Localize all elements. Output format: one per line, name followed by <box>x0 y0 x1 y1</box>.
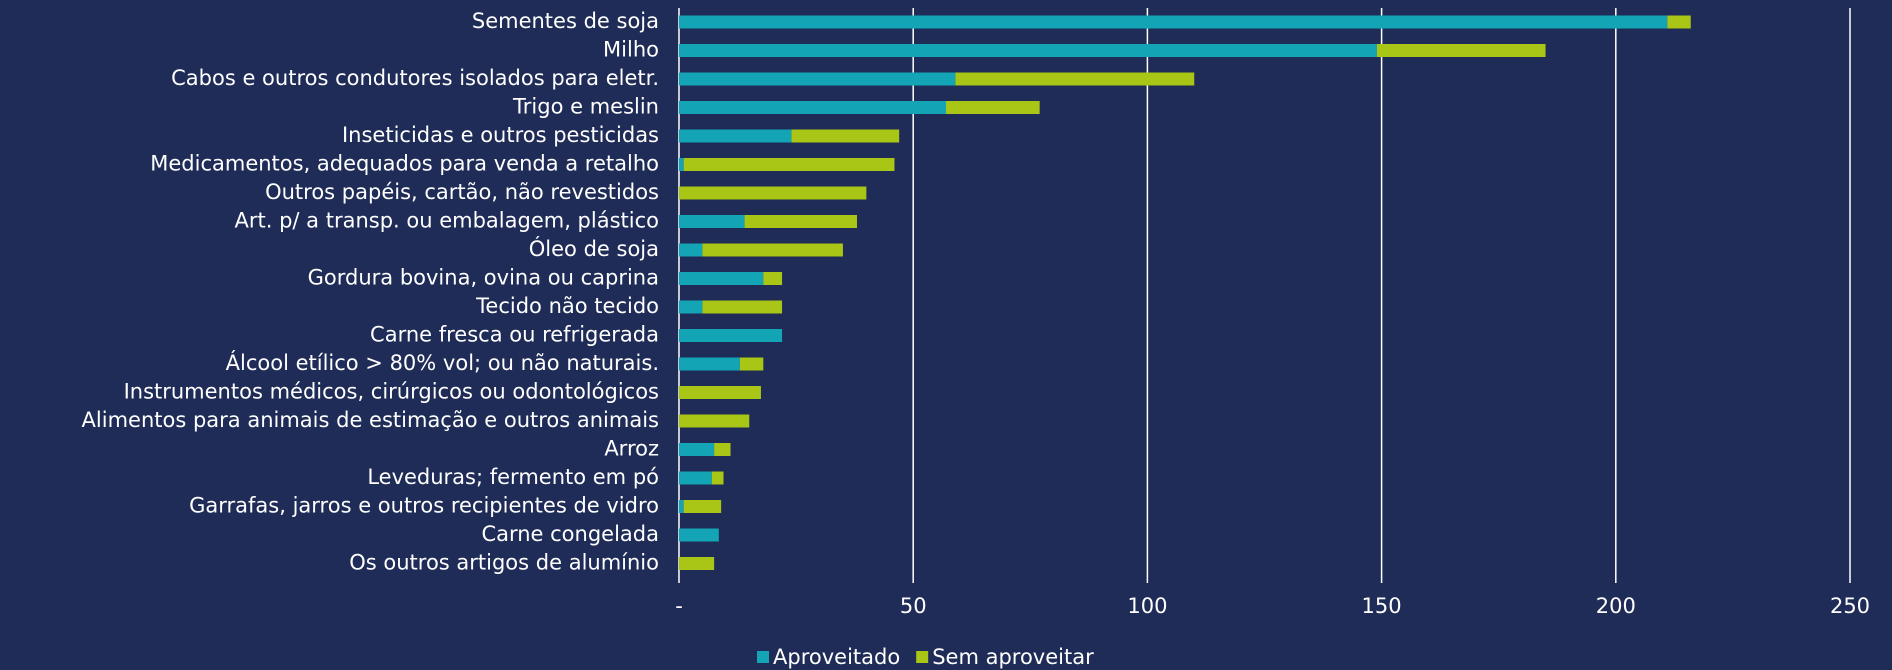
bar-segment <box>679 443 715 456</box>
y-tick-label: Óleo de soja <box>529 236 659 261</box>
y-tick-label: Sementes de soja <box>472 9 659 33</box>
y-tick-label: Álcool etílico > 80% vol; ou não naturai… <box>226 350 659 375</box>
bar-segment <box>679 15 1668 29</box>
bar-segment <box>679 414 750 428</box>
legend-label: Aproveitado <box>773 645 900 669</box>
bar-segment <box>763 272 783 285</box>
legend-swatch <box>757 651 769 663</box>
y-tick-label: Gordura bovina, ovina ou caprina <box>308 266 659 290</box>
bar-segment <box>955 72 1195 86</box>
y-tick-label: Medicamentos, adequados para venda a ret… <box>150 152 659 176</box>
y-tick-label: Garrafas, jarros e outros recipientes de… <box>189 494 659 518</box>
x-tick-label: 200 <box>1596 594 1636 618</box>
x-tick-label: - <box>675 594 683 618</box>
bar-segment <box>683 500 722 513</box>
y-tick-label: Alimentos para animais de estimação e ou… <box>82 408 659 432</box>
bar-segment <box>679 243 703 257</box>
y-tick-label: Outros papéis, cartão, não revestidos <box>265 180 659 204</box>
y-tick-label: Leveduras; fermento em pó <box>367 465 659 489</box>
bar-segment <box>739 357 764 371</box>
bar-segment <box>679 129 792 143</box>
y-tick-label: Cabos e outros condutores isolados para … <box>171 66 659 90</box>
bar-segment <box>679 300 703 314</box>
x-tick-label: 250 <box>1830 594 1870 618</box>
bar-segment <box>679 329 783 342</box>
bar-segment <box>679 471 712 485</box>
y-tick-label: Carne fresca ou refrigerada <box>370 323 659 347</box>
bar-segment <box>679 215 745 228</box>
bar-segment <box>679 272 764 285</box>
bar-segment <box>679 44 1377 57</box>
bar-segment <box>711 471 724 485</box>
legend-swatch <box>916 651 929 663</box>
x-tick-label: 100 <box>1127 594 1167 618</box>
y-tick-label: Art. p/ a transp. ou embalagem, plástico <box>235 209 659 233</box>
bar-segment <box>679 386 761 399</box>
y-tick-label: Milho <box>603 38 659 62</box>
bar-segment <box>1667 15 1691 29</box>
bar-segment <box>679 528 719 542</box>
y-tick-label: Instrumentos médicos, cirúrgicos ou odon… <box>124 380 659 404</box>
bar-segment <box>714 443 731 456</box>
y-tick-label: Trigo e meslin <box>512 95 659 119</box>
bar-segment <box>679 357 740 371</box>
bar-segment <box>679 557 715 570</box>
bar-segment <box>702 300 783 314</box>
bar-segment <box>683 158 895 171</box>
bar-segment <box>679 101 946 114</box>
bar-segment <box>679 72 956 86</box>
bar-segment <box>791 129 900 143</box>
bar-segment <box>744 215 857 228</box>
y-tick-label: Os outros artigos de alumínio <box>349 551 659 575</box>
bar-segment <box>1376 44 1546 57</box>
x-tick-label: 50 <box>900 594 927 618</box>
y-tick-label: Inseticidas e outros pesticidas <box>342 123 659 147</box>
y-tick-label: Carne congelada <box>481 522 659 546</box>
bar-segment <box>679 500 684 513</box>
bar-segment <box>679 186 867 200</box>
bar-segment <box>945 101 1040 114</box>
y-tick-label: Tecido não tecido <box>475 294 659 318</box>
legend-label: Sem aproveitar <box>932 645 1094 669</box>
x-tick-label: 150 <box>1362 594 1402 618</box>
bar-segment <box>702 243 843 257</box>
bar-segment <box>679 158 684 171</box>
y-tick-label: Arroz <box>604 437 659 461</box>
